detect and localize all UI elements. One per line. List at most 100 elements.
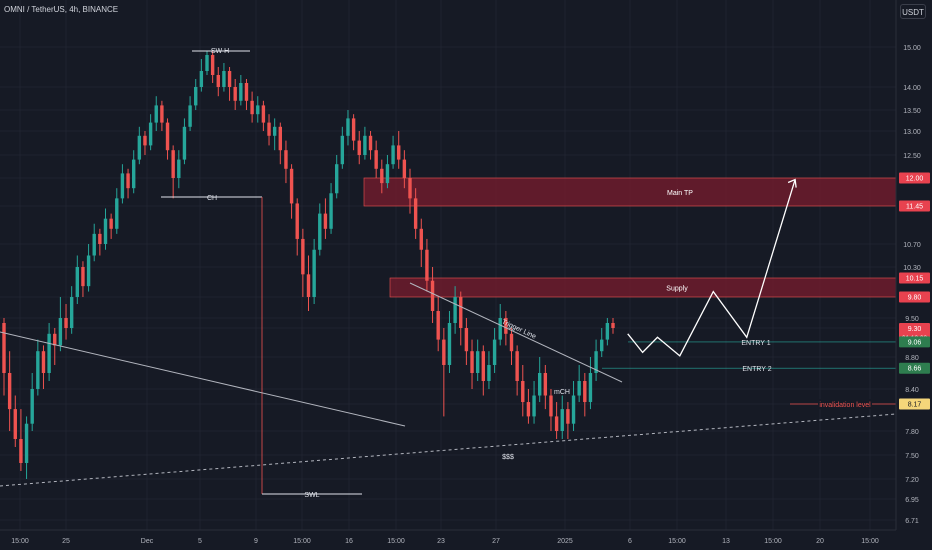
candle-body [278,126,283,151]
zone-label-main-tp: Main TP [667,190,693,197]
candle-body [312,249,316,297]
candle-body [464,328,469,352]
candle-body [98,233,102,244]
candle-body [481,351,486,381]
candle-body [47,333,51,373]
price-tick: 7.80 [905,429,919,436]
candle-body [329,193,333,229]
candle-body [537,373,542,396]
invalidation-label-bg [818,399,872,409]
currency-button[interactable]: USDT [900,4,926,19]
candle-body [380,168,384,184]
time-tick: 9 [254,538,258,545]
candle-body [137,135,142,160]
time-tick: 15:00 [861,538,879,545]
trigger-line [409,282,623,383]
candle-body [199,71,204,87]
candle-body [75,267,80,297]
invalidation-label: invalidation level [819,402,871,409]
candle-body [543,373,548,396]
price-tick: 6.95 [905,497,919,504]
candle-body [594,351,598,373]
candle-body [583,381,587,403]
price-axis[interactable]: 15.00 14.00 13.50 13.00 12.50 10.70 10.30 9.50 8… [895,0,932,550]
candle-body [222,71,226,87]
candle-body [171,150,175,178]
mch-label: mCH [554,389,570,396]
price-tick: 14.00 [903,85,921,92]
price-tick: 15.00 [903,45,921,52]
candle-body [442,339,446,365]
candle-body [256,105,260,115]
entry-2-label: ENTRY 2 [742,366,771,373]
candle-body [160,105,164,123]
candle-body [306,274,311,297]
candles [2,51,615,479]
candle-body [521,381,525,403]
candle-body [571,395,576,424]
candle-body [131,159,136,189]
time-tick: 15:00 [387,538,405,545]
time-tick: 20 [816,538,824,545]
candle-body [41,351,46,373]
candle-body [436,311,440,340]
candle-body [554,416,559,431]
price-tick: 8.80 [905,355,919,362]
candle-body [36,351,40,389]
candle-body [357,140,361,155]
candle-body [588,373,593,403]
candle-body [227,71,232,87]
candle-body [470,351,474,373]
candle-body [363,135,367,155]
price-tick: 10.30 [903,265,921,272]
candle-body [430,280,435,311]
projection-path [627,179,796,357]
candle-body [13,409,17,439]
candle-body [92,233,96,256]
candle-body [188,105,192,127]
candle-body [143,135,147,146]
time-tick: 15:00 [668,538,686,545]
price-label: 12.00 [906,176,924,183]
time-tick: 15:00 [11,538,29,545]
candle-body [492,339,497,365]
price-label-bg [899,291,930,303]
candle-body [210,55,215,75]
candle-body [447,323,452,365]
candle-body [30,389,34,424]
time-axis[interactable]: 15:00 25 Dec 5 9 15:00 16 15:00 23 27 2025 6 15:00 13… [0,529,896,545]
time-tick: 16 [345,538,353,545]
candle-body [261,105,266,123]
candle-body [340,135,345,165]
candle-body [509,333,514,352]
candle-body [526,402,531,417]
swing-high-label: SW H [211,48,229,55]
time-tick: 27 [492,538,500,545]
candle-body [413,198,418,229]
candle-body [69,297,74,328]
price-label: 8.17 [908,402,922,409]
price-label: 8.66 [908,366,922,373]
candle-body [148,122,153,146]
candle-body [566,409,570,424]
swl-label: SWL [304,492,319,499]
candle-body [115,198,119,229]
candle-body [24,423,29,463]
grid-lines [0,0,896,530]
time-tick: 15:00 [764,538,782,545]
candle-body [233,87,237,101]
candle-body [194,87,198,106]
candle-body [2,323,6,373]
descending-trendline [0,331,406,427]
candle-body [600,339,604,352]
candle-body [402,159,407,178]
price-tick: 8.40 [905,387,919,394]
candle-body [487,365,491,381]
candle-body [53,333,57,346]
price-tick: 7.50 [905,453,919,460]
candle-body [318,213,322,250]
candle-body [182,126,187,160]
zone-label-supply: Supply [666,286,688,293]
candle-body [605,323,610,340]
